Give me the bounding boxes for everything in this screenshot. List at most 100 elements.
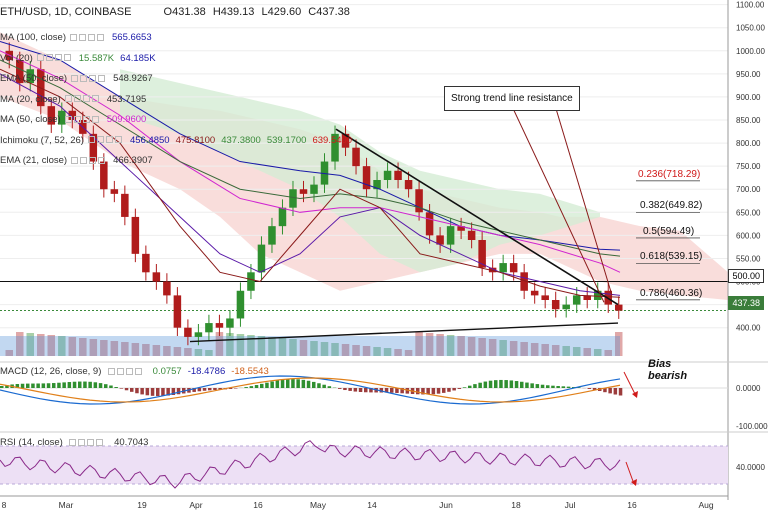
macd-histogram-bar: [488, 380, 493, 388]
macd-histogram-bar: [499, 379, 503, 388]
price-tick-label: 750.00: [736, 162, 761, 171]
volume-bar: [215, 332, 224, 356]
candle-body: [436, 235, 444, 245]
macd-histogram-bar: [5, 385, 9, 388]
volume-bar: [194, 349, 203, 356]
candle-body: [194, 332, 203, 337]
macd-histogram-bar: [140, 388, 144, 395]
indicator-row: MA (20, close) 453.7195: [0, 94, 146, 105]
price-tick-label: 850.00: [736, 116, 761, 125]
candle-body: [499, 263, 507, 273]
macd-histogram-bar: [546, 385, 550, 388]
indicator-label[interactable]: MA (20, close): [0, 93, 61, 105]
volume-bar: [89, 339, 98, 356]
volume-bar: [205, 350, 213, 356]
macd-histogram-bar: [104, 384, 108, 388]
macd-histogram-bar: [613, 388, 618, 395]
candle-body: [163, 281, 171, 296]
volume-bar: [362, 346, 371, 356]
macd-histogram-bar: [62, 382, 66, 388]
macd-histogram-bar: [275, 380, 280, 388]
indicator-label[interactable]: EMA (50, close): [0, 73, 68, 84]
candle-body: [100, 161, 108, 190]
candle-body: [415, 189, 423, 213]
volume-bar: [110, 341, 119, 356]
time-tick-label: Jun: [439, 500, 453, 510]
price-tick-label: 950.00: [736, 70, 761, 79]
indicator-value: 565.6653: [112, 32, 152, 43]
volume-bar: [37, 334, 45, 356]
indicator-label[interactable]: Ichimoku (7, 52, 26): [0, 134, 84, 146]
candle-body: [446, 226, 455, 245]
grid: [0, 4, 728, 329]
indicator-controls[interactable]: [71, 73, 107, 84]
macd-histogram-bar: [36, 383, 40, 388]
ema-50-line: [0, 59, 621, 257]
bias-annotation: Bias bearish: [648, 358, 687, 382]
candle-body: [257, 244, 266, 273]
indicator-value: 475.8100: [175, 134, 216, 146]
volume-bar: [394, 349, 402, 356]
candle-body: [320, 161, 329, 185]
fib-level-label: 0.236(718.29): [638, 168, 701, 180]
indicator-controls[interactable]: [70, 32, 106, 43]
price-tick-label: 1100.00: [736, 1, 765, 10]
time-tick-label: 18: [511, 500, 521, 510]
macd-histogram-bar: [473, 384, 477, 388]
volume-bar: [152, 345, 161, 356]
symbol-label[interactable]: ETH/USD, 1D, COINBASE: [0, 6, 132, 18]
macd-histogram-bar: [348, 388, 352, 391]
indicator-controls[interactable]: [71, 155, 107, 166]
macd-histogram-bar: [592, 388, 597, 390]
macd-histogram-bar: [416, 388, 420, 395]
low-value: L429.60: [261, 6, 302, 18]
rsi-controls[interactable]: [69, 437, 105, 448]
candle-body: [572, 295, 581, 305]
candle-body: [47, 106, 56, 125]
indicator-controls[interactable]: [64, 114, 101, 125]
indicator-label[interactable]: Vol (20): [0, 52, 33, 64]
macd-histogram-bar: [405, 388, 410, 394]
indicator-value: 456.4850: [129, 134, 170, 146]
volume-bar: [79, 338, 87, 356]
macd-histogram-bar: [312, 381, 316, 388]
volume-bar: [16, 332, 24, 356]
volume-bar: [331, 343, 339, 356]
macd-histogram-bar: [124, 388, 129, 391]
volume-bar: [415, 332, 423, 356]
macd-controls[interactable]: [108, 366, 144, 377]
rsi-band: [0, 446, 728, 484]
indicator-value: 15.587K: [78, 52, 115, 64]
indicator-label[interactable]: MA (50, close): [0, 114, 61, 125]
macd-histogram-bar: [483, 381, 488, 388]
macd-label[interactable]: MACD (12, 26, close, 9): [0, 366, 102, 377]
macd-histogram-bar: [218, 388, 222, 390]
indicator-label[interactable]: MA (100, close): [0, 32, 66, 43]
rsi-line: [0, 440, 621, 489]
candle-body: [299, 189, 308, 194]
candle-body: [173, 295, 182, 328]
candle-body: [142, 253, 150, 273]
indicator-controls[interactable]: [64, 94, 101, 105]
indicator-label[interactable]: EMA (21, close): [0, 155, 68, 166]
macd-histogram-bar: [618, 388, 623, 396]
volume-bar: [425, 333, 434, 356]
volume-bars: [0, 332, 623, 356]
macd-histogram-bar: [15, 384, 20, 388]
ema-21-line: [0, 73, 621, 296]
time-axis: 8 Mar 19 Apr 16 May 14 Jun 18 Jul 16 Aug: [0, 495, 728, 510]
candle-body: [383, 170, 392, 180]
indicator-controls[interactable]: [87, 135, 124, 146]
macd-histogram-bar: [462, 387, 467, 388]
macd-histogram-bar: [358, 388, 363, 392]
candle-body: [289, 189, 297, 208]
volume-bar: [593, 349, 602, 356]
macd-histogram-bar: [327, 386, 332, 388]
indicator-value: 466.3907: [113, 155, 153, 166]
rsi-label[interactable]: RSI (14, close): [0, 437, 63, 448]
fib-level-label: 0.786(460.36): [640, 287, 703, 299]
candle-body: [236, 290, 245, 319]
indicator-controls[interactable]: [36, 53, 73, 64]
volume-bar: [530, 343, 539, 356]
volume-bar: [551, 345, 560, 356]
